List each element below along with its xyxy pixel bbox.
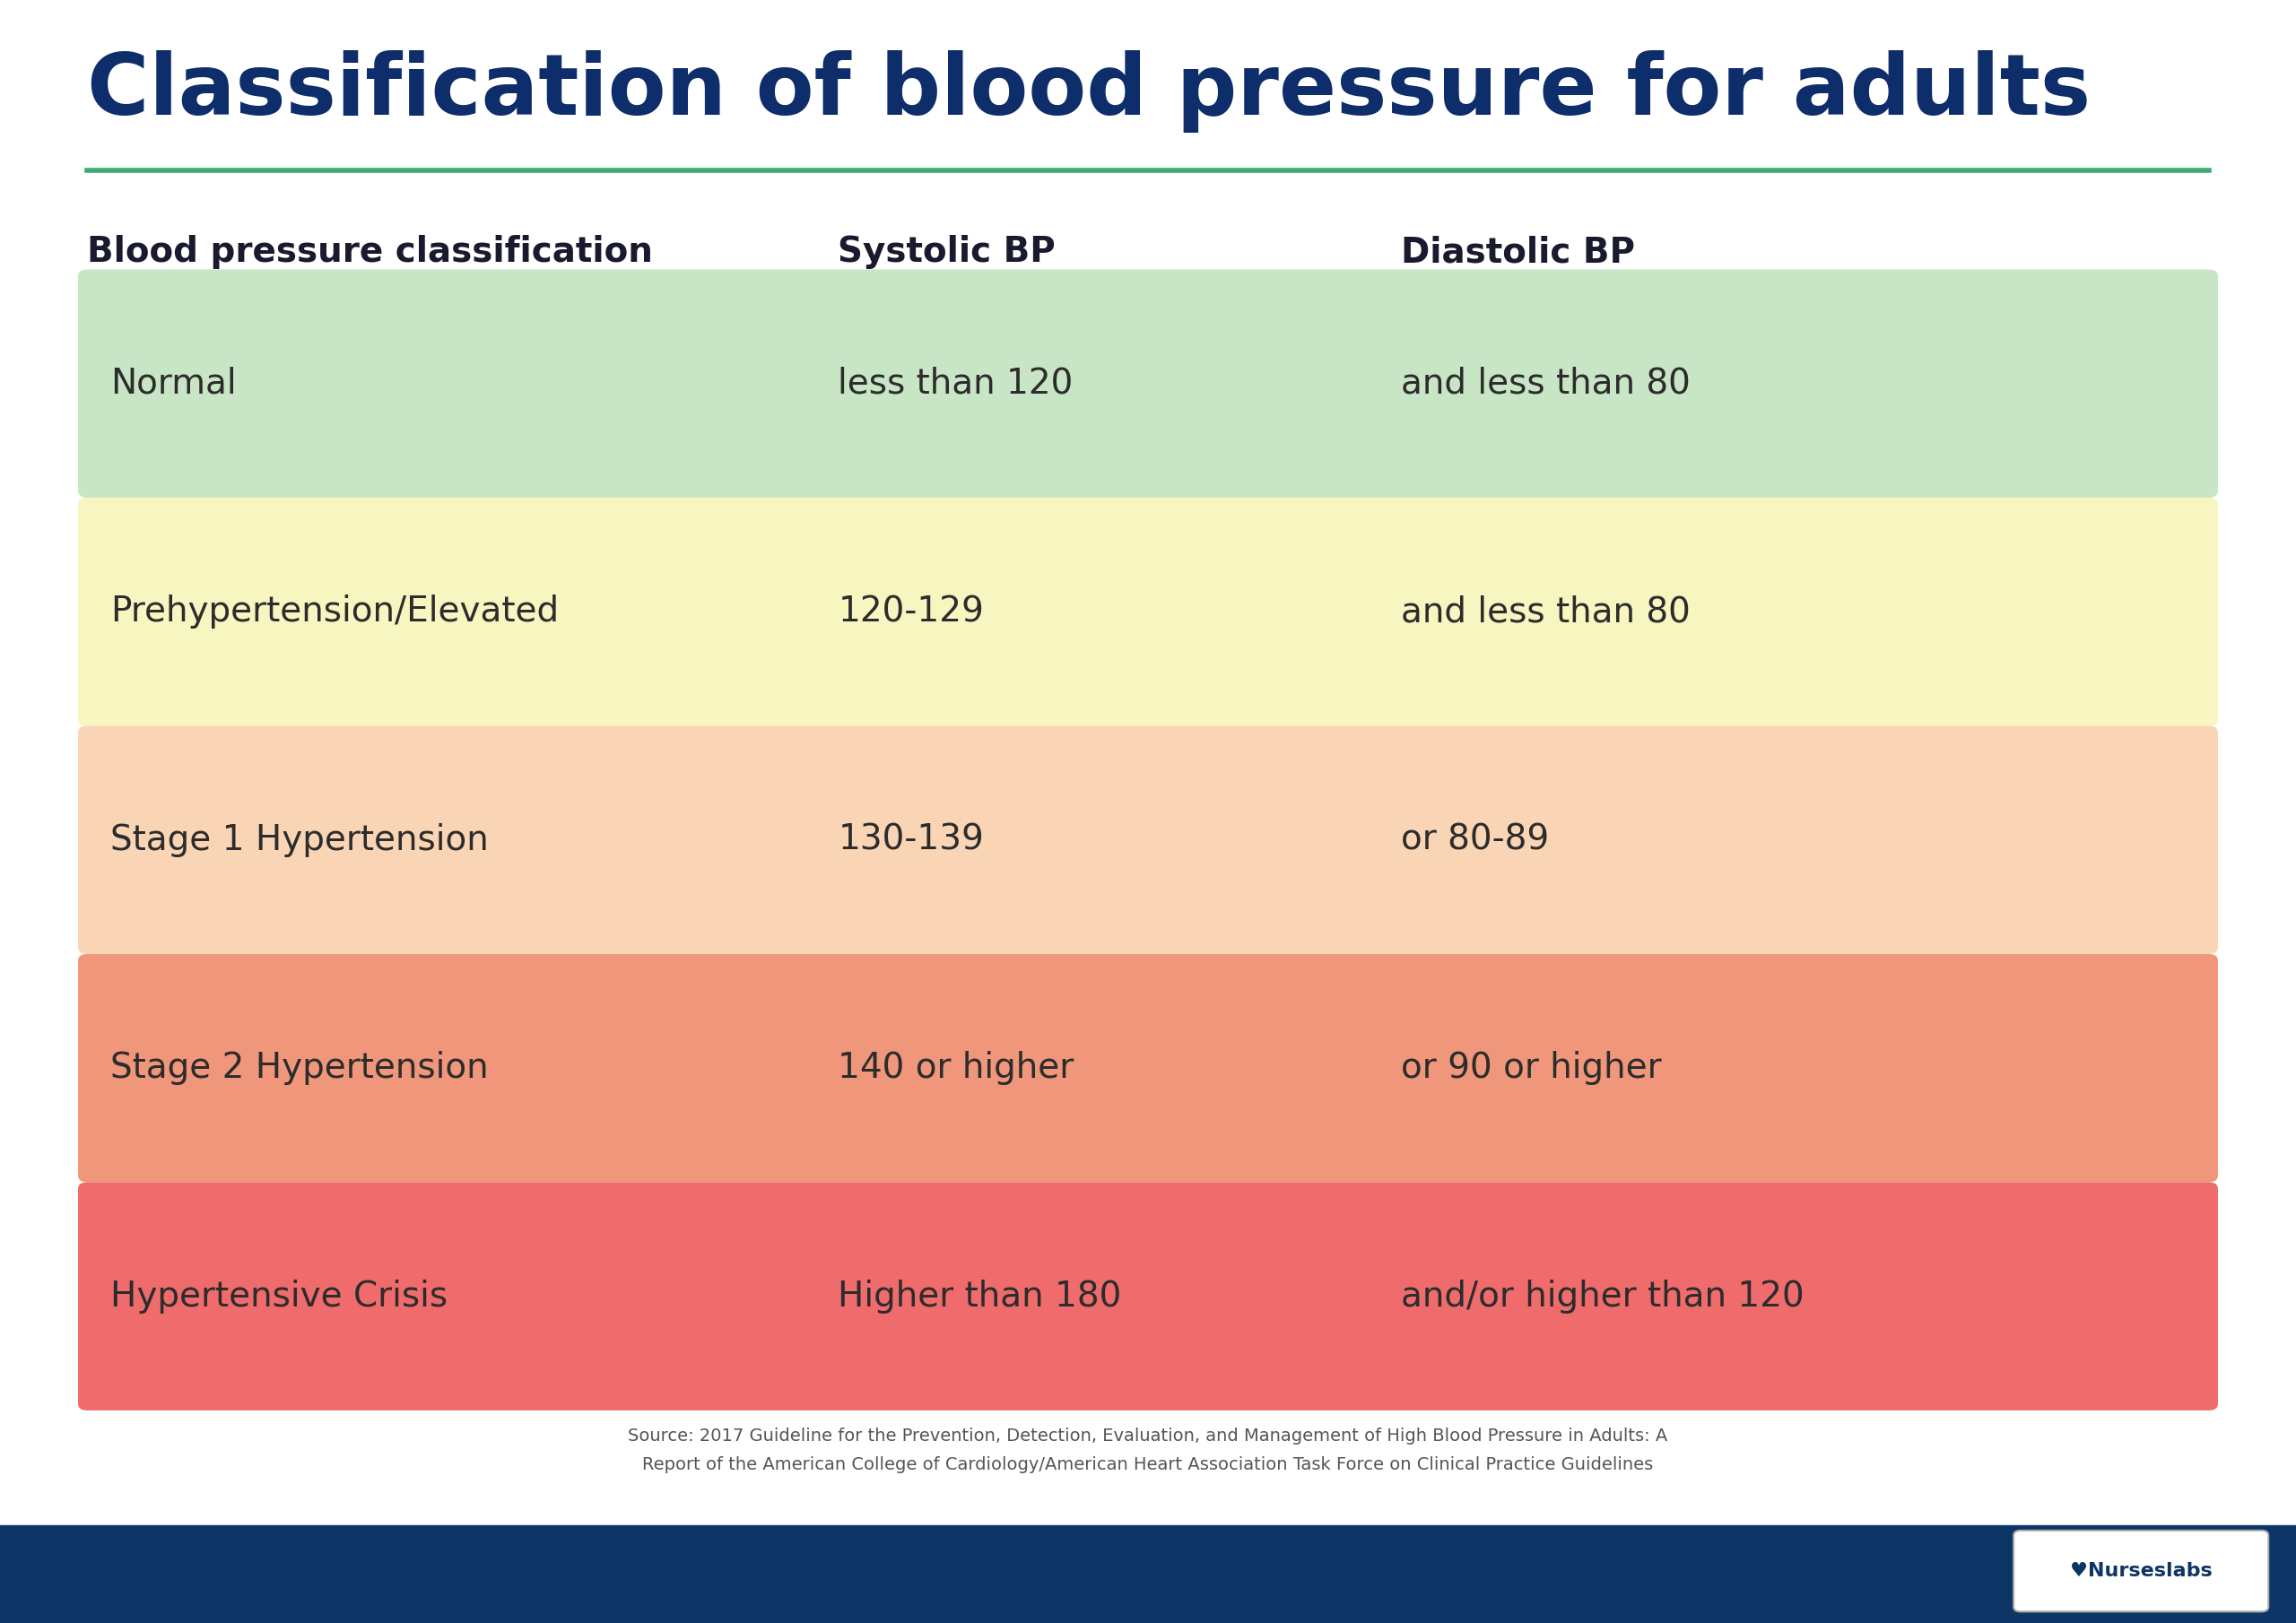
Text: Higher than 180: Higher than 180 [838, 1279, 1123, 1313]
FancyBboxPatch shape [78, 725, 2218, 954]
Text: Blood pressure classification: Blood pressure classification [87, 235, 652, 269]
Text: or 90 or higher: or 90 or higher [1401, 1052, 1662, 1086]
FancyBboxPatch shape [2014, 1530, 2268, 1612]
Text: and less than 80: and less than 80 [1401, 367, 1690, 401]
FancyBboxPatch shape [78, 269, 2218, 498]
Text: Stage 2 Hypertension: Stage 2 Hypertension [110, 1052, 489, 1086]
Text: Hypertensive Crisis: Hypertensive Crisis [110, 1279, 448, 1313]
Text: ♥Nurseslabs: ♥Nurseslabs [2069, 1561, 2213, 1581]
Text: 130-139: 130-139 [838, 823, 985, 857]
Text: Stage 1 Hypertension: Stage 1 Hypertension [110, 823, 489, 857]
FancyBboxPatch shape [78, 1182, 2218, 1410]
Bar [0, 1526, 2296, 1623]
FancyBboxPatch shape [78, 954, 2218, 1182]
Text: 120-129: 120-129 [838, 594, 985, 628]
Text: and less than 80: and less than 80 [1401, 594, 1690, 628]
Text: less than 120: less than 120 [838, 367, 1072, 401]
Text: Source: 2017 Guideline for the Prevention, Detection, Evaluation, and Management: Source: 2017 Guideline for the Preventio… [629, 1428, 1667, 1444]
FancyBboxPatch shape [78, 498, 2218, 725]
Text: Diastolic BP: Diastolic BP [1401, 235, 1635, 269]
Text: Report of the American College of Cardiology/American Heart Association Task For: Report of the American College of Cardio… [643, 1457, 1653, 1474]
Text: Systolic BP: Systolic BP [838, 235, 1056, 269]
Text: Classification of blood pressure for adults: Classification of blood pressure for adu… [87, 50, 2092, 133]
Text: or 80-89: or 80-89 [1401, 823, 1550, 857]
Text: 140 or higher: 140 or higher [838, 1052, 1075, 1086]
Text: Prehypertension/Elevated: Prehypertension/Elevated [110, 594, 558, 628]
Text: Normal: Normal [110, 367, 236, 401]
Text: and/or higher than 120: and/or higher than 120 [1401, 1279, 1805, 1313]
